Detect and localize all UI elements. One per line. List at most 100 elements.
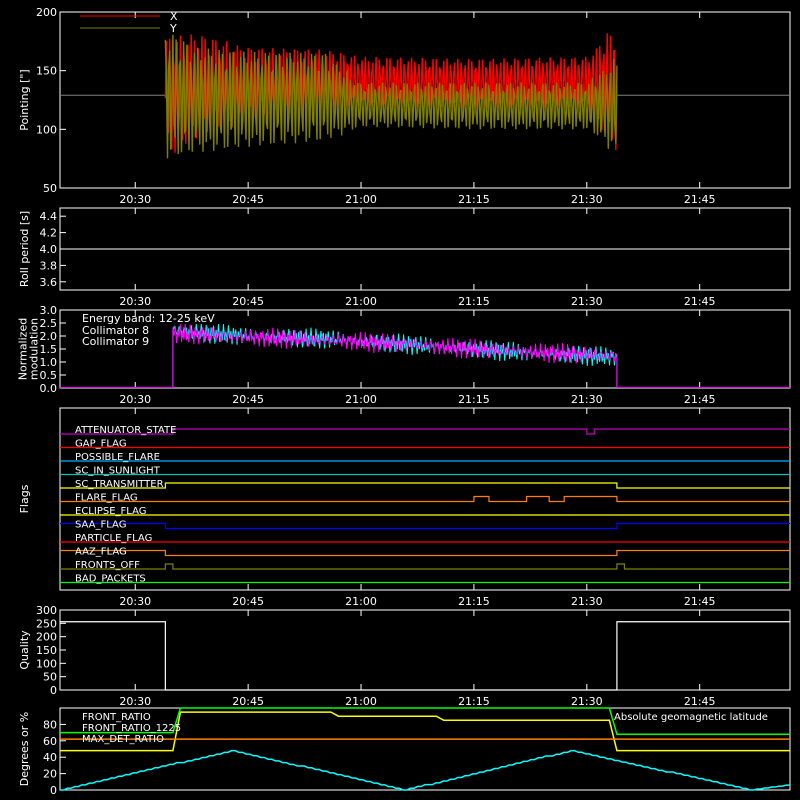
- flag-label-eclipse-flag: ECLIPSE_FLAG: [75, 506, 146, 517]
- flag-label-possible-flare: POSSIBLE_FLARE: [75, 452, 160, 463]
- pointing-legend-label: Y: [169, 22, 177, 35]
- flags-xtick-label: 21:45: [684, 595, 716, 608]
- modulation-xtick-label: 21:00: [345, 393, 377, 406]
- quality-ytick-label: 100: [36, 657, 57, 670]
- flags-xtick-label: 21:00: [345, 595, 377, 608]
- quality-ytick-label: 0: [50, 684, 57, 697]
- modulation-xtick-label: 21:30: [571, 393, 603, 406]
- roll-xtick-label: 21:00: [345, 295, 377, 308]
- pointing-xtick-label: 21:45: [684, 193, 716, 206]
- roll-xtick-label: 21:45: [684, 295, 716, 308]
- roll-ytick-label: 4.4: [40, 210, 58, 223]
- quality-ylabel-group: Quality: [18, 630, 31, 670]
- pointing-xtick-label: 21:15: [458, 193, 490, 206]
- modulation-xtick-label: 20:45: [232, 393, 264, 406]
- geo-legend-label: FRONT_RATIO_1225: [82, 723, 181, 734]
- pointing-xtick-label: 20:30: [119, 193, 151, 206]
- modulation-legend-label: Collimator 8: [82, 324, 149, 337]
- modulation-ytick-label: 0.0: [40, 382, 58, 395]
- flags-xtick-label: 21:15: [458, 595, 490, 608]
- flag-label-particle-flag: PARTICLE_FLAG: [75, 533, 152, 544]
- quality-xtick-label: 20:45: [232, 695, 264, 708]
- pointing-frame: [59, 11, 791, 189]
- modulation-ylabel: modulation: [28, 318, 41, 380]
- pointing-series-y: [164, 34, 618, 159]
- geo-series-absolute-geomagnetic-latitude: [60, 749, 790, 791]
- flag-label-flare-flag: FLARE_FLAG: [75, 493, 138, 504]
- flag-label-fronts-off: FRONTS_OFF: [75, 560, 140, 571]
- flags-ylabel: Flags: [18, 484, 31, 513]
- geo-ytick-label: 80: [43, 718, 57, 731]
- roll-xtick-label: 21:15: [458, 295, 490, 308]
- roll-ytick-label: 4.2: [40, 227, 58, 240]
- geo-ytick-label: 0: [50, 784, 57, 797]
- flag-line-sc-transmitter: [60, 482, 790, 489]
- modulation-xtick-label: 21:15: [458, 393, 490, 406]
- roll-ylabel-group: Roll period [s]: [18, 211, 31, 287]
- modulation-legend-label: Collimator 9: [82, 335, 149, 348]
- pointing-xtick-label: 21:30: [571, 193, 603, 206]
- quality-xtick-label: 21:00: [345, 695, 377, 708]
- quality-ytick-label: 200: [36, 631, 57, 644]
- flag-label-aaz-flag: AAZ_FLAG: [75, 547, 127, 558]
- modulation-series-9: [60, 323, 790, 388]
- modulation-ytick-label: 0.5: [40, 369, 58, 382]
- flag-line-fronts-off: [60, 563, 790, 570]
- quality-ylabel: Quality: [18, 630, 31, 670]
- quality-xtick-label: 21:30: [571, 695, 603, 708]
- pointing-ytick-label: 50: [43, 182, 57, 195]
- flag-label-bad-packets: BAD_PACKETS: [75, 574, 146, 585]
- geo-ytick-label: 60: [43, 735, 57, 748]
- geo-legend-label: MAX_DET_RATIO: [82, 734, 164, 745]
- roll-ytick-label: 3.6: [40, 276, 58, 289]
- modulation-ytick-label: 2.0: [40, 330, 58, 343]
- quality-xtick-label: 20:30: [119, 695, 151, 708]
- quality-line: [60, 621, 790, 691]
- flags-xtick-label: 21:30: [571, 595, 603, 608]
- pointing-ytick-label: 150: [36, 65, 57, 78]
- geo-series-front-ratio: [60, 711, 790, 752]
- modulation-series-8: [60, 323, 790, 388]
- pointing-xtick-label: 20:45: [232, 193, 264, 206]
- quality-ytick-label: 250: [36, 617, 57, 630]
- flag-label-saa-flag: SAA_FLAG: [75, 520, 126, 531]
- modulation-ytick-label: 3.0: [40, 304, 58, 317]
- geo-ytick-label: 40: [43, 751, 57, 764]
- roll-ylabel: Roll period [s]: [18, 211, 31, 287]
- roll-xtick-label: 20:45: [232, 295, 264, 308]
- flags-frame: [59, 407, 791, 591]
- modulation-xtick-label: 21:45: [684, 393, 716, 406]
- modulation-ytick-label: 2.5: [40, 317, 58, 330]
- modulation-ylabel: Normalized: [17, 318, 30, 380]
- geo-ytick-label: 20: [43, 768, 57, 781]
- modulation-xtick-label: 20:30: [119, 393, 151, 406]
- pointing-ylabel: Pointing ["]: [18, 69, 31, 130]
- flag-label-sc-in-sunlight: SC_IN_SUNLIGHT: [75, 466, 161, 477]
- pointing-ylabel-group: Pointing ["]: [18, 69, 31, 130]
- flag-label-gap-flag: GAP_FLAG: [75, 439, 127, 450]
- modulation-ytick-label: 1.0: [40, 356, 58, 369]
- flag-line-saa-flag: [60, 522, 790, 530]
- modulation-ytick-label: 1.5: [40, 343, 58, 356]
- geo-legend-label: FRONT_RATIO: [82, 712, 151, 723]
- roll-xtick-label: 21:30: [571, 295, 603, 308]
- flag-line-flare-flag: [60, 495, 790, 503]
- quality-xtick-label: 21:45: [684, 695, 716, 708]
- modulation-legend-title: Energy band: 12-25 keV: [82, 312, 215, 325]
- flag-label-attenuator-state: ATTENUATOR_STATE: [75, 425, 176, 436]
- pointing-legend-label: X: [170, 10, 178, 23]
- pointing-ytick-label: 200: [36, 6, 57, 19]
- roll-ytick-label: 4.0: [40, 243, 58, 256]
- geo-ylabel-group: Degrees or %: [18, 712, 31, 786]
- flag-line-attenuator-state: [60, 428, 790, 435]
- flag-line-aaz-flag: [60, 549, 790, 557]
- geo-series-front-ratio-1225: [60, 707, 790, 735]
- pointing-xtick-label: 21:00: [345, 193, 377, 206]
- quality-ytick-label: 50: [43, 671, 57, 684]
- pointing-ytick-label: 100: [36, 123, 57, 136]
- quality-ytick-label: 300: [36, 604, 57, 617]
- flags-ylabel-group: Flags: [18, 484, 31, 513]
